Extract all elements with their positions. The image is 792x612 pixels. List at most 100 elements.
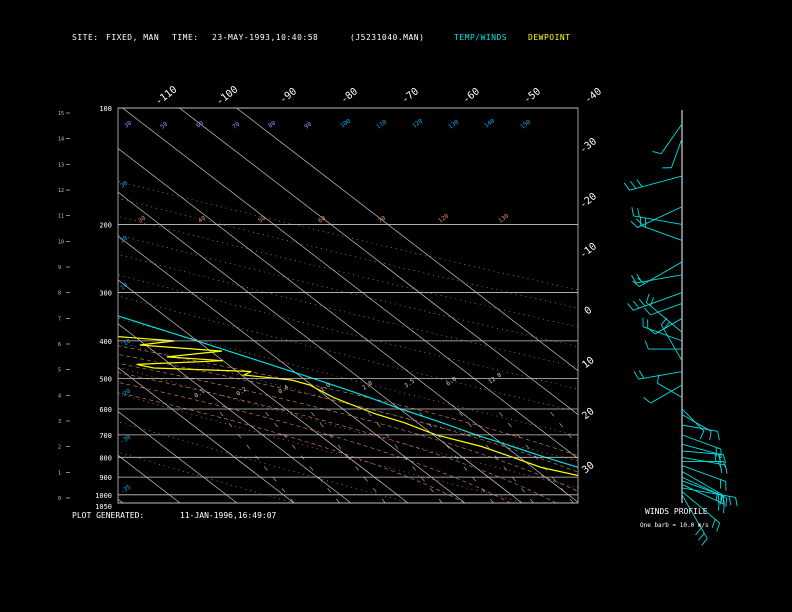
wind-barb-feather (632, 280, 640, 287)
wind-barb-feather (645, 293, 650, 303)
dry-adiabat-line (118, 393, 526, 503)
wind-barb (681, 494, 708, 539)
plot-generated-value: 11-JAN-1996,16:49:07 (180, 511, 277, 520)
moist-adiabat-line (118, 372, 557, 503)
top-temperature-label: -70 (400, 86, 421, 106)
wind-barb (681, 434, 722, 450)
altitude-tick-label: 2 (58, 445, 61, 451)
isotherm-line (118, 235, 466, 503)
wind-barb (681, 443, 720, 455)
dry-adiabat-line (118, 341, 578, 462)
pressure-tick-label: 100 (99, 105, 112, 113)
mixing-ratio-line (365, 408, 443, 503)
header-time-value: 23-MAY-1993,10:40:58 (212, 33, 319, 42)
wind-barb-feather (631, 274, 637, 284)
pressure-tick-label: 900 (99, 474, 112, 482)
mixing-ratio-label: 6.0 (445, 375, 458, 387)
mixing-ratio-label: 12.0 (487, 371, 503, 385)
header-file-id: (J5231040.MAN) (350, 33, 425, 42)
isotherm-line (118, 454, 181, 503)
pressure-tick-label: 800 (99, 454, 112, 462)
wind-barb-feather (725, 497, 728, 507)
altitude-tick-label: 12 (58, 188, 64, 194)
top-temperature-label: -50 (522, 86, 543, 106)
wind-barb-feather (722, 454, 727, 464)
wind-barb-feather (631, 206, 634, 216)
altitude-tick-label: 7 (58, 316, 61, 322)
wind-barb-feather (637, 207, 640, 218)
altitude-tick-label: 10 (58, 239, 64, 245)
wind-barb-feather (638, 370, 645, 379)
altitude-tick-label: 3 (58, 419, 61, 425)
wind-barb (681, 465, 726, 482)
top-temperature-label: -110 (154, 84, 180, 108)
header-site-value: FIXED, MAN (106, 33, 160, 42)
wind-barb (633, 215, 683, 225)
wind-barb (681, 471, 723, 496)
mixing-ratio-line (217, 408, 295, 503)
dry-adiabat-line (118, 254, 578, 368)
altitude-tick-label: 11 (58, 214, 64, 220)
wind-barb (640, 224, 683, 241)
altitude-tick-label: 13 (58, 162, 64, 168)
mixing-ratio-label: 0.4 (277, 383, 290, 395)
top-temperature-label: -60 (461, 86, 482, 106)
wind-barb-feather (643, 397, 651, 404)
sounding-line-temp-winds (118, 315, 578, 468)
top-temperature-label: -80 (339, 86, 360, 106)
top-temperature-label: -90 (278, 86, 299, 106)
legend-temp: TEMP/WINDS (454, 33, 508, 42)
wind-barb-feather (718, 501, 720, 511)
theta-label-top: 110 (375, 118, 388, 130)
wind-barb (654, 318, 683, 335)
moist-adiabat-line (118, 381, 511, 503)
pressure-tick-label: 200 (99, 221, 112, 229)
wind-barb-feather (735, 497, 738, 507)
plot-generated-label: PLOT GENERATED: (72, 511, 145, 520)
isotherm-line (122, 108, 578, 459)
theta-label-top: 60 (195, 120, 205, 130)
theta-label-mid: 50 (257, 215, 267, 225)
isotherm-line (118, 279, 409, 503)
wind-barb-feather (630, 220, 638, 228)
pressure-tick-label: 500 (99, 375, 112, 383)
winds-profile-note: One barb = 10.0 m/s (640, 522, 709, 529)
left-theta-label: -30 (119, 433, 132, 445)
right-temperature-label: 30 (580, 460, 596, 476)
isotherm-line (0, 108, 9, 503)
wind-barb-feather (650, 297, 654, 307)
altitude-tick-label: 0 (58, 496, 61, 502)
legend-dewpoint: DEWPOINT (528, 33, 571, 42)
dry-adiabat-line (118, 181, 578, 291)
wind-barb-feather (633, 371, 640, 380)
top-temperature-label: -40 (583, 86, 604, 106)
wind-barb-feather (627, 303, 634, 311)
wind-barb (681, 487, 736, 498)
wind-barb (681, 484, 725, 505)
wind-barb (657, 382, 683, 398)
right-temperature-label: -20 (578, 191, 599, 211)
wind-barb-feather (709, 431, 712, 441)
dry-adiabat-line (118, 451, 295, 503)
altitude-tick-label: 8 (58, 291, 61, 297)
theta-label-mid: 60 (317, 215, 327, 225)
isotherm-line (118, 323, 352, 503)
wind-barb (681, 408, 705, 432)
top-temperature-label: -100 (215, 84, 241, 108)
wind-barb (681, 456, 726, 466)
left-theta-label: 30 (119, 180, 129, 190)
altitude-tick-label: 5 (58, 368, 61, 374)
header-time-label: TIME: (172, 33, 199, 42)
wind-barb-feather (644, 307, 651, 316)
wind-barb-feather (623, 182, 630, 191)
mixing-ratio-line (456, 408, 534, 503)
wind-barb-feather (635, 218, 644, 226)
theta-label-top: 70 (231, 121, 241, 131)
mixing-ratio-label: 3.5 (403, 377, 416, 389)
isotherm-line (118, 411, 238, 503)
pressure-tick-label: 700 (99, 432, 112, 440)
mixing-ratio-line (262, 408, 340, 503)
sounding-line-dewpoint (118, 336, 578, 477)
header-site-label: SITE: (72, 33, 99, 42)
mixing-ratio-label: 1.0 (319, 381, 332, 393)
